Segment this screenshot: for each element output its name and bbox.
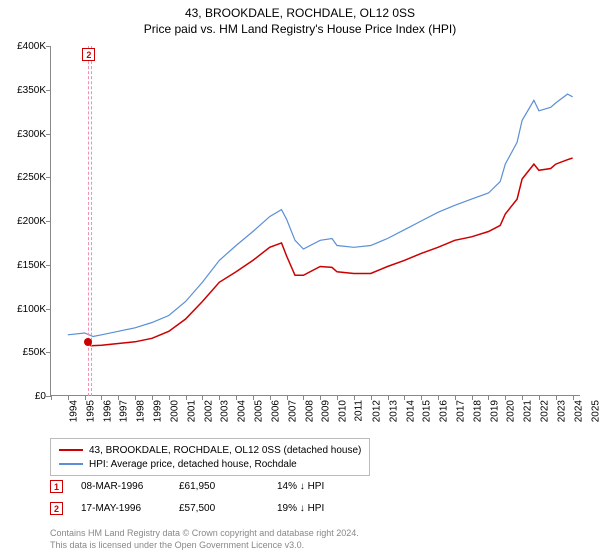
x-axis-label: 2005 [253,400,264,422]
transaction-price: £57,500 [179,503,259,514]
x-axis-label: 2011 [354,400,365,422]
y-axis-label: £150K [4,260,46,271]
legend-label: 43, BROOKDALE, ROCHDALE, OL12 0SS (detac… [89,445,361,456]
x-axis-label: 2025 [590,400,600,422]
x-axis-label: 1998 [136,400,147,422]
footnote-line: This data is licensed under the Open Gov… [50,540,359,552]
series-line [68,94,573,336]
chart-title-line1: 43, BROOKDALE, ROCHDALE, OL12 0SS [0,6,600,20]
x-axis-label: 2006 [270,400,281,422]
x-axis-label: 2021 [523,400,534,422]
transaction-date: 08-MAR-1996 [81,481,161,492]
transaction-delta: 14% ↓ HPI [277,481,357,492]
y-axis-label: £100K [4,304,46,315]
x-axis-label: 2020 [506,400,517,422]
transaction-marker: 1 [50,480,63,493]
y-axis-label: £400K [4,41,46,52]
x-axis-label: 2019 [489,400,500,422]
y-axis-label: £250K [4,172,46,183]
x-axis-label: 2015 [422,400,433,422]
data-point-dot [84,338,92,346]
x-axis-label: 2013 [388,400,399,422]
x-axis-label: 2024 [573,400,584,422]
legend-row: HPI: Average price, detached house, Roch… [59,457,361,471]
x-axis-label: 2008 [304,400,315,422]
footnote: Contains HM Land Registry data © Crown c… [50,528,359,551]
x-axis-label: 2016 [438,400,449,422]
transaction-row: 2 17-MAY-1996 £57,500 19% ↓ HPI [50,502,357,515]
chart-lines [51,46,581,396]
x-axis-label: 1995 [85,400,96,422]
x-axis-label: 1999 [152,400,163,422]
x-axis-label: 2003 [220,400,231,422]
transaction-delta: 19% ↓ HPI [277,503,357,514]
transaction-price: £61,950 [179,481,259,492]
x-axis-label: 2023 [556,400,567,422]
transaction-row: 1 08-MAR-1996 £61,950 14% ↓ HPI [50,480,357,493]
x-axis-label: 2012 [371,400,382,422]
x-axis-label: 2022 [539,400,550,422]
x-axis-label: 2007 [287,400,298,422]
x-axis-label: 1994 [68,400,79,422]
transaction-marker: 2 [50,502,63,515]
series-line [88,158,573,346]
x-axis-label: 2010 [337,400,348,422]
x-axis-label: 1997 [119,400,130,422]
legend: 43, BROOKDALE, ROCHDALE, OL12 0SS (detac… [50,438,370,476]
x-axis-label: 2009 [321,400,332,422]
chart-title-line2: Price paid vs. HM Land Registry's House … [0,22,600,36]
x-axis-label: 2001 [186,400,197,422]
event-marker: 2 [82,48,95,61]
legend-row: 43, BROOKDALE, ROCHDALE, OL12 0SS (detac… [59,443,361,457]
legend-swatch [59,463,83,465]
y-axis-label: £0 [4,391,46,402]
x-axis-label: 2014 [405,400,416,422]
legend-swatch [59,449,83,451]
y-axis-label: £300K [4,129,46,140]
x-axis-label: 2004 [237,400,248,422]
x-axis-label: 2017 [455,400,466,422]
chart-container: 43, BROOKDALE, ROCHDALE, OL12 0SS Price … [0,0,600,560]
x-axis-label: 2018 [472,400,483,422]
y-axis-label: £200K [4,216,46,227]
footnote-line: Contains HM Land Registry data © Crown c… [50,528,359,540]
x-axis-label: 2002 [203,400,214,422]
y-axis-label: £50K [4,347,46,358]
transaction-date: 17-MAY-1996 [81,503,161,514]
plot-area: 2 [50,46,580,396]
y-axis-label: £350K [4,85,46,96]
x-axis-label: 1996 [102,400,113,422]
legend-label: HPI: Average price, detached house, Roch… [89,459,297,470]
x-axis-label: 2000 [169,400,180,422]
